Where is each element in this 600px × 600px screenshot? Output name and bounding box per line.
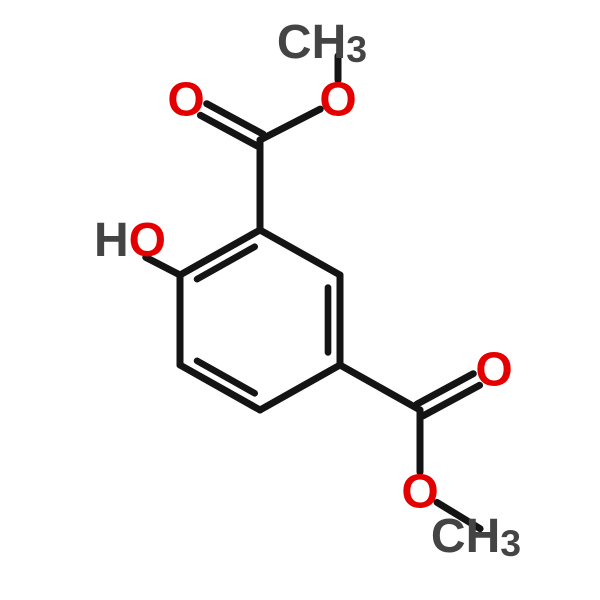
bond — [260, 109, 320, 140]
atom-label-C_r_me: CH3 — [431, 510, 521, 565]
bond — [207, 104, 263, 134]
atom-label-O_up_dbl: O — [167, 74, 204, 127]
bond — [423, 385, 479, 415]
atom-label-O_up_sgl: O — [319, 74, 356, 127]
bond — [260, 365, 340, 410]
bond — [200, 115, 256, 145]
atom-label-O_r_dbl: O — [475, 344, 512, 397]
bond — [417, 374, 473, 404]
molecule-diagram: HOOOCH3OOCH3 — [0, 0, 600, 600]
bond — [260, 230, 340, 275]
atom-label-C_up_me: CH3 — [277, 16, 367, 71]
atom-label-O_OH: HO — [94, 214, 166, 267]
bond — [340, 365, 420, 410]
